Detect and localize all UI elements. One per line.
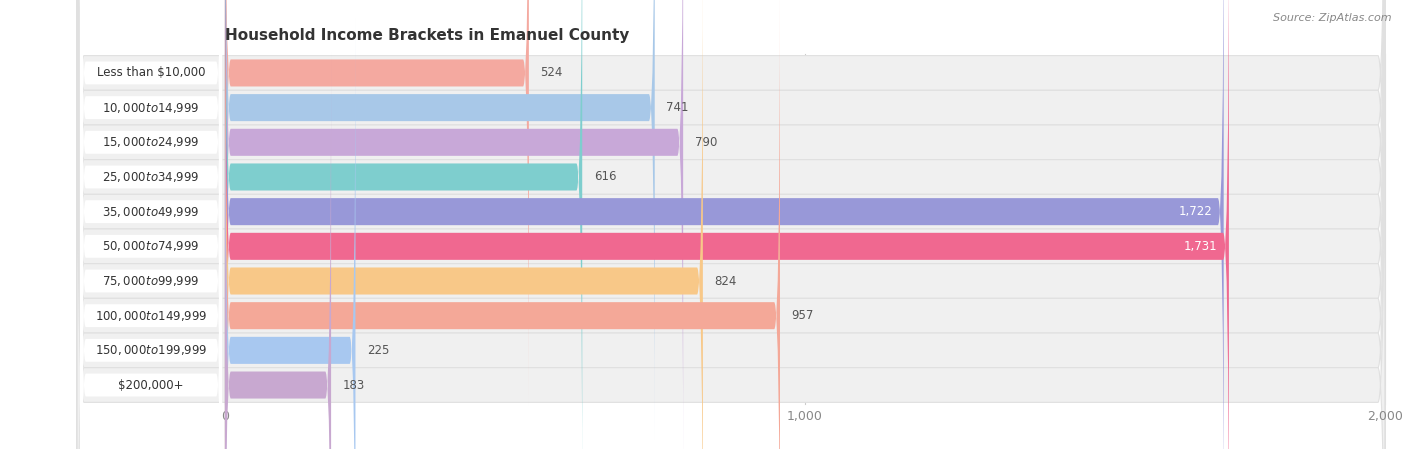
Text: $50,000 to $74,999: $50,000 to $74,999 (103, 239, 200, 253)
Text: $10,000 to $14,999: $10,000 to $14,999 (103, 101, 200, 114)
Text: $150,000 to $199,999: $150,000 to $199,999 (94, 343, 207, 357)
Text: Less than $10,000: Less than $10,000 (97, 66, 205, 79)
FancyBboxPatch shape (225, 17, 356, 449)
FancyBboxPatch shape (225, 0, 529, 406)
Text: $200,000+: $200,000+ (118, 379, 184, 392)
FancyBboxPatch shape (80, 0, 222, 449)
FancyBboxPatch shape (77, 0, 1385, 449)
FancyBboxPatch shape (80, 15, 222, 449)
Text: 1,722: 1,722 (1178, 205, 1212, 218)
FancyBboxPatch shape (80, 0, 222, 449)
FancyBboxPatch shape (77, 0, 1385, 449)
Text: 1,731: 1,731 (1184, 240, 1218, 253)
Text: 616: 616 (593, 171, 616, 184)
FancyBboxPatch shape (225, 0, 582, 449)
FancyBboxPatch shape (80, 0, 222, 449)
FancyBboxPatch shape (77, 0, 1385, 449)
Text: 957: 957 (792, 309, 814, 322)
FancyBboxPatch shape (77, 0, 1385, 449)
FancyBboxPatch shape (77, 0, 1385, 449)
Text: 824: 824 (714, 274, 737, 287)
Text: Household Income Brackets in Emanuel County: Household Income Brackets in Emanuel Cou… (225, 28, 630, 43)
Text: $35,000 to $49,999: $35,000 to $49,999 (103, 205, 200, 219)
Text: 225: 225 (367, 344, 389, 357)
FancyBboxPatch shape (225, 0, 1229, 449)
FancyBboxPatch shape (77, 0, 1385, 449)
FancyBboxPatch shape (225, 0, 683, 449)
FancyBboxPatch shape (80, 50, 222, 449)
Text: Source: ZipAtlas.com: Source: ZipAtlas.com (1274, 13, 1392, 23)
FancyBboxPatch shape (225, 0, 655, 441)
Text: $100,000 to $149,999: $100,000 to $149,999 (94, 308, 207, 323)
FancyBboxPatch shape (225, 0, 780, 449)
FancyBboxPatch shape (77, 0, 1385, 449)
FancyBboxPatch shape (80, 0, 222, 443)
Text: 790: 790 (695, 136, 717, 149)
FancyBboxPatch shape (77, 0, 1385, 449)
Text: $75,000 to $99,999: $75,000 to $99,999 (103, 274, 200, 288)
Text: 741: 741 (666, 101, 689, 114)
FancyBboxPatch shape (80, 0, 222, 449)
FancyBboxPatch shape (225, 52, 330, 449)
FancyBboxPatch shape (80, 0, 222, 449)
Text: 524: 524 (540, 66, 562, 79)
FancyBboxPatch shape (225, 0, 1223, 449)
Text: $15,000 to $24,999: $15,000 to $24,999 (103, 135, 200, 150)
Text: $25,000 to $34,999: $25,000 to $34,999 (103, 170, 200, 184)
FancyBboxPatch shape (80, 0, 222, 449)
Text: 183: 183 (343, 379, 366, 392)
FancyBboxPatch shape (77, 0, 1385, 449)
FancyBboxPatch shape (77, 0, 1385, 449)
FancyBboxPatch shape (80, 0, 222, 408)
FancyBboxPatch shape (225, 0, 703, 449)
